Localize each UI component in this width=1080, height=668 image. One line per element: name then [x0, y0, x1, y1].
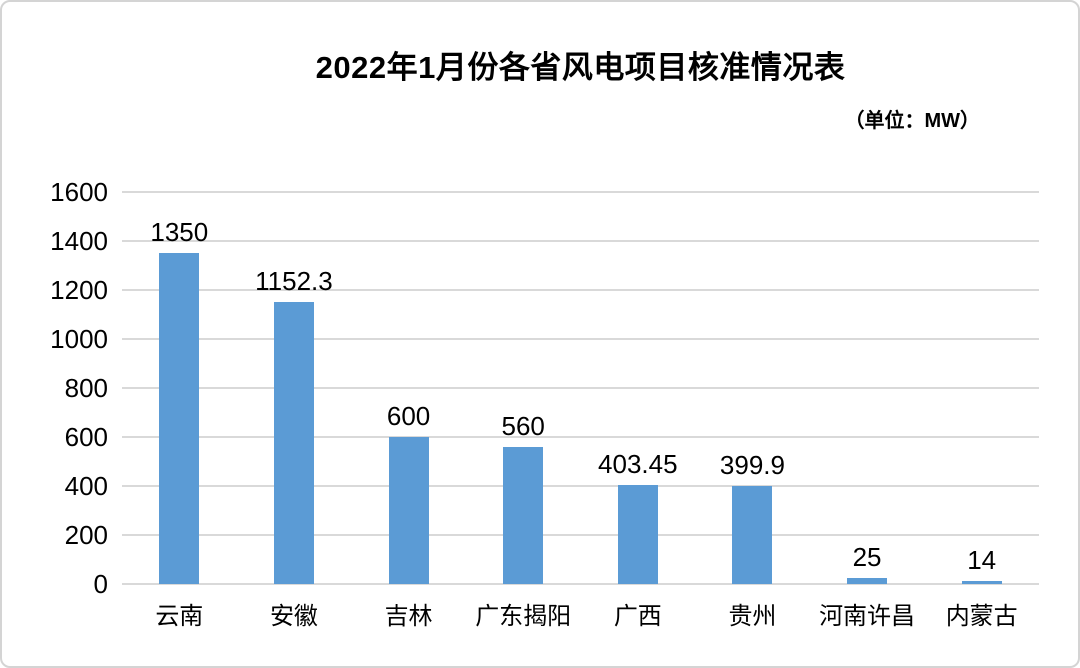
- gridline: [122, 338, 1039, 340]
- x-axis-category-label: 内蒙古: [945, 603, 1018, 630]
- bars-row: 1350 1152.3 600 560 403.45 399.9 25 14: [122, 192, 1039, 584]
- gridline: [122, 387, 1039, 389]
- bar: [503, 446, 544, 584]
- y-axis-tick-label: 1400: [50, 226, 108, 256]
- bar: [388, 437, 429, 584]
- bar-slot: 25: [810, 192, 925, 584]
- y-axis: 0 200 400 600 800 1000 1200 1400 1600: [2, 179, 108, 597]
- bar: [961, 580, 1002, 584]
- gridline: [122, 436, 1039, 438]
- bar-slot: 1350: [122, 192, 237, 584]
- bar-slot: 600: [351, 192, 466, 584]
- bar-value-label: 403.45: [598, 449, 678, 480]
- unit-label: （单位：MW）: [844, 110, 980, 132]
- gridline: [122, 534, 1039, 536]
- y-axis-tick-label: 800: [64, 373, 108, 403]
- bar: [273, 301, 314, 584]
- x-axis-category-label: 河南许昌: [819, 603, 916, 630]
- x-axis: 云南 安徽 吉林 广东揭阳 广西 贵州 河南许昌 内蒙古: [122, 596, 1039, 631]
- gridline: [122, 191, 1039, 193]
- x-axis-category-label: 吉林: [384, 603, 433, 630]
- bar-value-label: 1350: [150, 217, 209, 248]
- x-axis-category-label: 广东揭阳: [475, 603, 572, 630]
- bar-value-label: 1152.3: [255, 265, 333, 296]
- x-axis-category-label: 云南: [155, 603, 204, 630]
- y-axis-tick-label: 1000: [50, 324, 108, 354]
- gridline: [122, 583, 1039, 585]
- gridline: [122, 240, 1039, 242]
- y-axis-tick-label: 1600: [50, 177, 108, 207]
- chart-title: 2022年1月份各省风电项目核准情况表: [315, 50, 846, 85]
- y-axis-tick-label: 200: [64, 520, 108, 550]
- bar: [732, 486, 773, 584]
- bar-slot: 399.9: [695, 192, 810, 584]
- bar-value-label: 399.9: [719, 450, 785, 481]
- y-axis-tick-label: 1200: [50, 275, 108, 305]
- bar: [617, 485, 658, 584]
- plot-area: 1350 1152.3 600 560 403.45 399.9 25 14: [122, 191, 1039, 585]
- bar-value-label: 560: [501, 410, 545, 441]
- bar: [847, 577, 888, 584]
- bar-slot: 403.45: [581, 192, 696, 584]
- x-axis-category-label: 贵州: [728, 603, 777, 630]
- bar-value-label: 600: [386, 401, 431, 431]
- gridline: [122, 485, 1039, 487]
- bar-slot: 14: [924, 192, 1039, 584]
- bar-slot: 1152.3: [237, 192, 352, 584]
- bar-value-label: 14: [967, 544, 997, 575]
- bar-slot: 560: [466, 192, 581, 584]
- x-axis-category-label: 安徽: [269, 603, 318, 630]
- bar-value-label: 25: [852, 541, 882, 572]
- y-axis-tick-label: 600: [64, 422, 108, 452]
- gridline: [122, 289, 1039, 291]
- bar: [159, 253, 200, 584]
- y-axis-tick-label: 400: [64, 471, 108, 501]
- x-axis-category-label: 广西: [613, 603, 662, 630]
- y-axis-tick-label: 0: [93, 569, 108, 599]
